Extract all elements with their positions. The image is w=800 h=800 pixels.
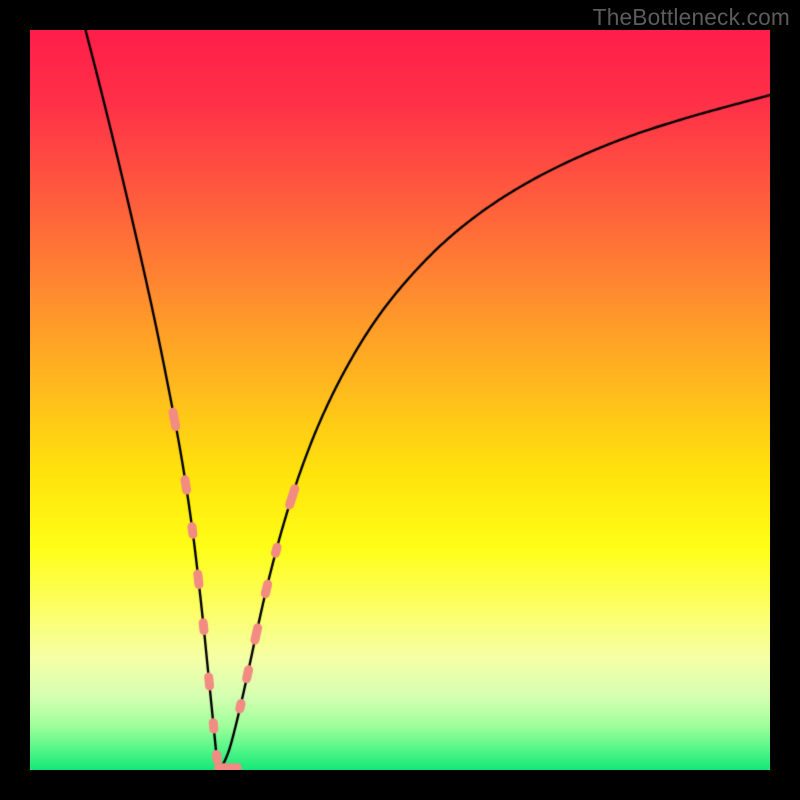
chart-stage: TheBottleneck.com <box>0 0 800 800</box>
bottleneck-curve <box>30 30 770 770</box>
plot-area <box>30 30 770 770</box>
watermark-label: TheBottleneck.com <box>593 4 790 31</box>
